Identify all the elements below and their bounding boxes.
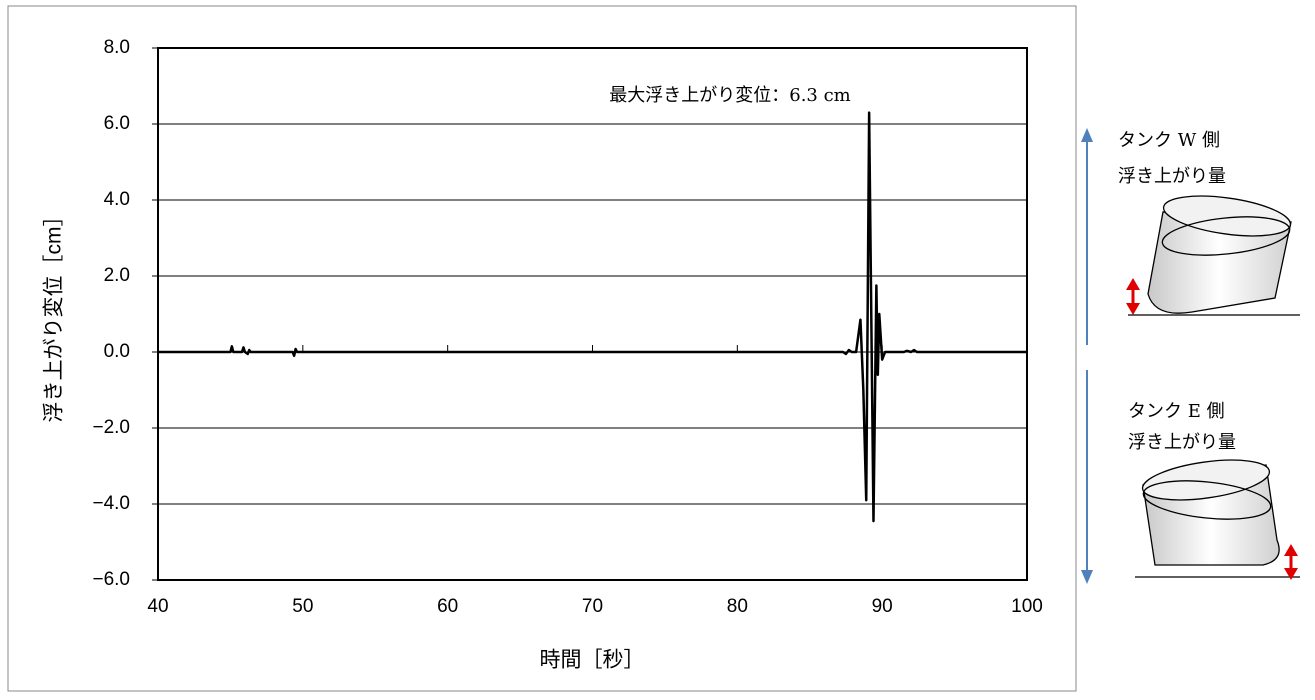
y-tick-label: −2.0 <box>92 417 130 438</box>
x-tick-label: 90 <box>872 596 893 617</box>
x-tick-label: 60 <box>437 596 458 617</box>
panel-label: 浮き上がり量 <box>1118 166 1226 187</box>
panel-label: タンク W 側 <box>1118 130 1220 151</box>
dimension-arrow <box>1126 278 1140 315</box>
x-tick-label: 100 <box>1011 596 1043 617</box>
y-tick-label: 8.0 <box>104 37 130 58</box>
arrow-head <box>1081 570 1093 584</box>
y-tick-label: 0.0 <box>104 341 130 362</box>
chart-frame <box>7 5 1077 692</box>
y-tick-label: −6.0 <box>92 569 130 590</box>
tank-e <box>1135 459 1300 578</box>
x-tick-label: 80 <box>727 596 748 617</box>
y-tick-label: 2.0 <box>104 265 130 286</box>
y-tick-label: 4.0 <box>104 189 130 210</box>
arrow-head <box>1081 128 1093 142</box>
tank-w <box>1128 195 1300 316</box>
y-tick-label: −4.0 <box>92 493 130 514</box>
x-tick-label: 40 <box>147 596 168 617</box>
x-axis-title: 時間［秒］ <box>540 649 645 672</box>
y-axis-title: 浮き上がり変位［cm］ <box>43 206 66 423</box>
panel-label: タンク E 側 <box>1128 401 1225 422</box>
dimension-arrow <box>1284 544 1298 580</box>
panel-label: 浮き上がり量 <box>1128 432 1236 453</box>
x-tick-label: 50 <box>292 596 313 617</box>
data-line <box>158 111 1027 523</box>
annotation: 最大浮き上がり変位：6.3 cm <box>609 85 851 106</box>
x-tick-label: 70 <box>582 596 603 617</box>
y-tick-label: 6.0 <box>104 113 130 134</box>
plot-area <box>157 47 1028 581</box>
